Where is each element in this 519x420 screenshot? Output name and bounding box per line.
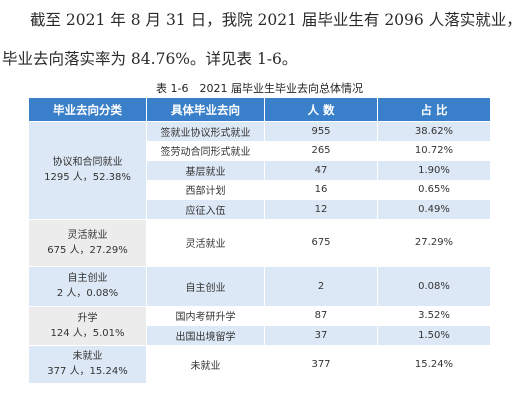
ratio-cell: 15.24% [377, 344, 491, 384]
detail-cell: 自主创业 [146, 265, 265, 307]
count-cell: 47 [264, 160, 378, 181]
ratio-cell: 10.72% [377, 140, 491, 161]
header-detail: 具体毕业去向 [146, 97, 265, 122]
table-row: 升学 124 人，5.01% 国内考研升学 87 3.52% [28, 305, 491, 346]
table-row: 应征入伍 12 0.49% [29, 199, 491, 220]
count-cell: 675 [264, 218, 378, 267]
category-cell: 未就业 377 人，15.24% [28, 344, 147, 384]
table-row: 协议和合同就业 1295 人，52.38% 签就业协议形式就业 955 38.6… [28, 121, 491, 220]
category-summary: 675 人，27.29% [47, 244, 128, 256]
count-cell: 37 [264, 325, 378, 346]
category-summary: 2 人，0.08% [56, 288, 119, 299]
detail-cell: 未就业 [146, 344, 265, 384]
ratio-cell: 1.90% [377, 160, 491, 181]
category-cell: 自主创业 2 人，0.08% [28, 265, 147, 307]
category-cell: 升学 124 人，5.01% [28, 305, 147, 346]
category-summary: 124 人，5.01% [50, 327, 125, 339]
table-row: 西部计划 16 0.65% [29, 179, 491, 200]
category-name: 未就业 [72, 351, 103, 362]
count-cell: 16 [264, 179, 378, 200]
count-cell: 12 [264, 199, 378, 220]
ratio-cell: 27.29% [377, 218, 491, 267]
detail-cell: 签劳动合同形式就业 [146, 140, 265, 161]
detail-cell: 应征入伍 [146, 199, 265, 220]
category-name: 自主创业 [67, 273, 108, 284]
header-count: 人 数 [264, 97, 378, 122]
category-name: 灵活就业 [67, 229, 108, 241]
detail-cell: 西部计划 [146, 179, 265, 200]
detail-cell: 签就业协议形式就业 [146, 121, 265, 142]
table-caption: 表 1-6 2021 届毕业生毕业去向总体情况 [156, 82, 363, 95]
category-cell: 协议和合同就业 1295 人，52.38% [28, 121, 147, 220]
category-name: 协议和合同就业 [52, 157, 123, 169]
count-cell: 87 [264, 305, 378, 326]
ratio-cell: 1.50% [377, 325, 491, 346]
detail-cell: 出国出境留学 [146, 325, 265, 346]
count-cell: 265 [264, 140, 378, 161]
header-category: 毕业去向分类 [28, 97, 147, 122]
table-row: 灵活就业 675 人，27.29% 灵活就业 675 27.29% [28, 218, 491, 267]
ratio-cell: 0.08% [377, 265, 491, 307]
employment-table: 毕业去向分类 具体毕业去向 人 数 占 比 协议和合同就业 1295 人，52.… [28, 97, 491, 384]
count-cell: 377 [264, 344, 378, 384]
table-row: 出国出境留学 37 1.50% [29, 325, 491, 346]
paragraph-line-2: 毕业去向落实率为 84.76%。详见表 1-6。 [2, 50, 298, 68]
header-ratio: 占 比 [377, 97, 491, 122]
paragraph-line-1: 截至 2021 年 8 月 31 日，我院 2021 届毕业生有 2096 人落… [30, 11, 519, 29]
table-header-row: 毕业去向分类 具体毕业去向 人 数 占 比 [28, 97, 491, 122]
detail-cell: 国内考研升学 [146, 305, 265, 326]
table-row: 未就业 377 人，15.24% 未就业 377 15.24% [28, 344, 491, 384]
ratio-cell: 0.65% [377, 179, 491, 200]
detail-cell: 灵活就业 [146, 218, 265, 267]
ratio-cell: 0.49% [377, 199, 491, 220]
detail-cell: 基层就业 [146, 160, 265, 181]
category-name: 升学 [77, 312, 98, 324]
table-row: 自主创业 2 人，0.08% 自主创业 2 0.08% [28, 265, 491, 307]
category-summary: 377 人，15.24% [47, 366, 128, 377]
count-cell: 955 [264, 121, 378, 142]
count-cell: 2 [264, 265, 378, 307]
category-cell: 灵活就业 675 人，27.29% [28, 218, 147, 267]
ratio-cell: 3.52% [377, 305, 491, 326]
ratio-cell: 38.62% [377, 121, 491, 142]
category-summary: 1295 人，52.38% [44, 172, 131, 184]
